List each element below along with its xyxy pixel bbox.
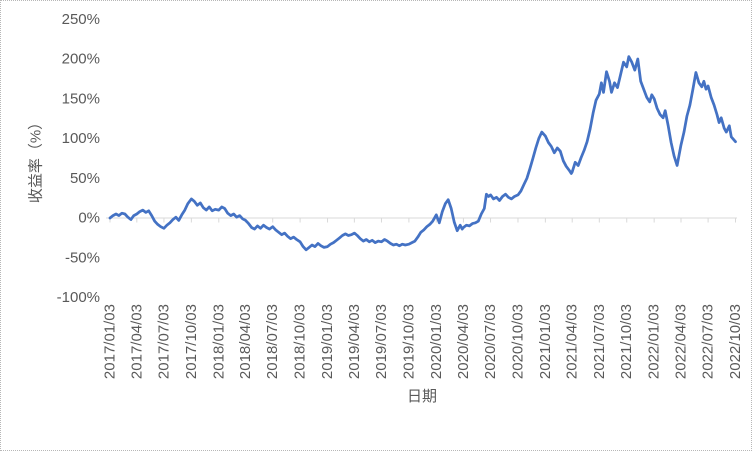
x-tick-label: 2020/07/03 <box>482 304 499 379</box>
x-tick-label: 2018/01/03 <box>210 304 227 379</box>
x-axis-title: 日期 <box>407 388 437 405</box>
x-tick-label: 2018/07/03 <box>264 304 281 379</box>
x-tick-label: 2021/10/03 <box>618 304 635 379</box>
y-tick-label: 50% <box>70 170 100 187</box>
x-tick-label: 2022/07/03 <box>700 304 717 379</box>
y-tick-label: -100% <box>57 289 100 306</box>
y-tick-label: 150% <box>62 90 100 107</box>
x-tick-label: 2021/04/03 <box>564 304 581 379</box>
y-tick-label: -50% <box>65 249 100 266</box>
y-tick-label: 0% <box>78 210 100 227</box>
y-tick-label: 250% <box>62 11 100 28</box>
x-tick-label: 2019/01/03 <box>319 304 336 379</box>
x-tick-marks <box>109 218 737 223</box>
y-tick-label: 200% <box>62 51 100 68</box>
x-tick-label: 2017/01/03 <box>102 304 119 379</box>
series-line-group <box>108 55 737 252</box>
x-tick-label: 2020/04/03 <box>455 304 472 379</box>
x-tick-label: 2017/04/03 <box>128 304 145 379</box>
x-tick-label: 2017/10/03 <box>183 304 200 379</box>
x-tick-labels: 2017/01/03 2017/04/03 2017/07/03 2017/10/03… <box>102 304 745 379</box>
y-tick-label: 100% <box>62 130 100 147</box>
y-axis-title: 收益率（%） <box>28 115 45 203</box>
x-tick-label: 2017/07/03 <box>155 304 172 379</box>
x-tick-label: 2021/07/03 <box>591 304 608 379</box>
series-line-return-rate <box>108 55 737 252</box>
x-tick-label: 2019/10/03 <box>400 304 417 379</box>
x-tick-label: 2020/01/03 <box>428 304 445 379</box>
x-tick-label: 2018/10/03 <box>292 304 309 379</box>
x-tick-label: 2019/07/03 <box>373 304 390 379</box>
x-tick-label: 2022/01/03 <box>646 304 663 379</box>
x-tick-label: 2022/10/03 <box>727 304 744 379</box>
x-tick-label: 2022/04/03 <box>672 304 689 379</box>
y-tick-labels: 250% 200% 150% 100% 50% 0% -50% -100% <box>57 11 100 306</box>
x-tick-label: 2021/01/03 <box>537 304 554 379</box>
x-tick-label: 2020/10/03 <box>509 304 526 379</box>
x-tick-label: 2019/04/03 <box>346 304 363 379</box>
x-tick-label: 2018/04/03 <box>237 304 254 379</box>
